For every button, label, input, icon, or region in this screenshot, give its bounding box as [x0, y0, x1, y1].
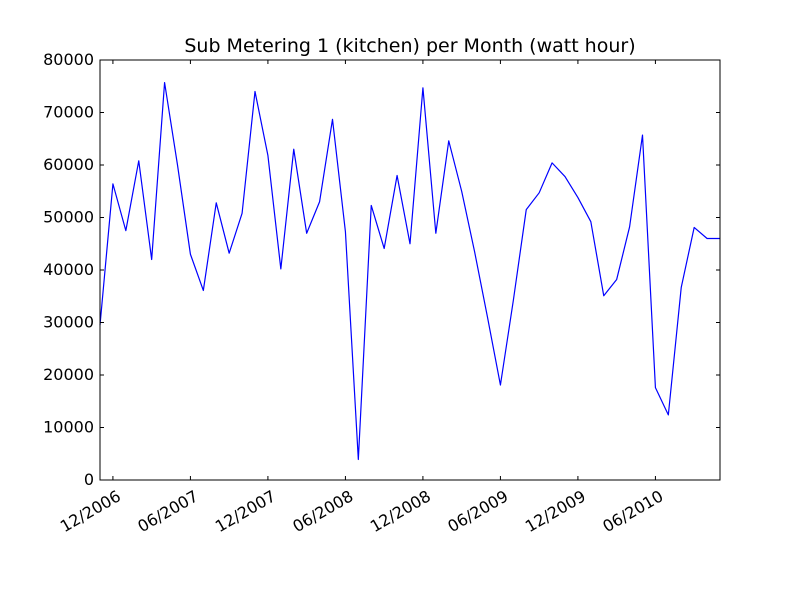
y-tick-label: 80000: [43, 50, 94, 69]
series-line-0: [99, 81, 720, 461]
x-tick-label: 12/2006: [57, 486, 124, 536]
x-tick-label: 12/2009: [522, 486, 589, 536]
y-tick-label: 60000: [43, 155, 94, 174]
plot-frame: [99, 59, 721, 481]
x-tick-label: 06/2007: [134, 486, 201, 536]
y-tick-label: 50000: [43, 208, 94, 227]
x-tick-label: 06/2010: [599, 486, 666, 536]
x-tick-label: 06/2009: [444, 486, 511, 536]
x-tick-label: 12/2007: [212, 486, 279, 536]
x-tick-label: 06/2008: [289, 486, 356, 536]
x-tick-label: 12/2008: [367, 486, 434, 536]
y-tick-label: 40000: [43, 260, 94, 279]
y-tick-label: 0: [84, 470, 94, 489]
plot-area: 0 10000 20000 30000 40000 50000 60000 70000 8000…: [43, 50, 721, 536]
y-tick-label: 70000: [43, 103, 94, 122]
y-tick-label: 30000: [43, 313, 94, 332]
chart-title: Sub Metering 1 (kitchen) per Month (watt…: [184, 35, 635, 57]
y-tick-label: 10000: [43, 418, 94, 437]
y-tick-label: 20000: [43, 365, 94, 384]
